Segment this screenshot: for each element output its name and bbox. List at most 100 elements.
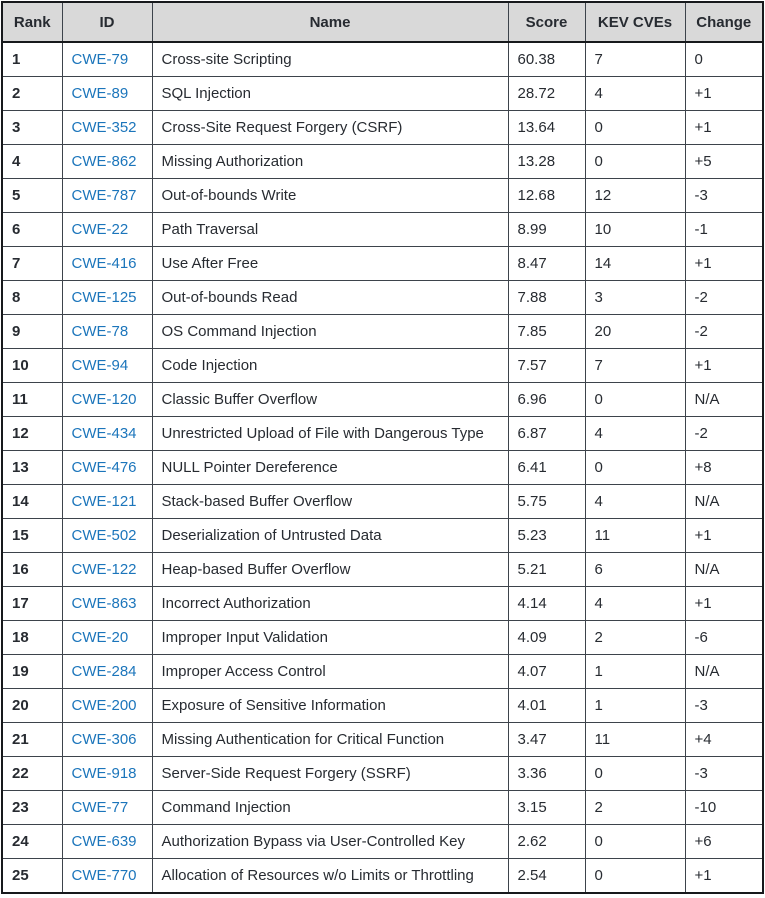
id-cell: CWE-502	[61, 518, 153, 553]
kev-cves-cell: 3	[584, 280, 686, 315]
cwe-id-link[interactable]: CWE-787	[71, 187, 137, 204]
change-cell: +5	[684, 144, 764, 179]
kev-cves-cell: 4	[584, 76, 686, 111]
cwe-id-link[interactable]: CWE-434	[71, 425, 137, 442]
id-cell: CWE-284	[61, 654, 153, 689]
table-row: 14 CWE-121 Stack-based Buffer Overflow 5…	[1, 484, 764, 519]
change-cell: N/A	[684, 484, 764, 519]
score-cell: 3.47	[507, 722, 586, 757]
score-cell: 13.28	[507, 144, 586, 179]
rank-cell: 15	[1, 518, 63, 553]
id-cell: CWE-120	[61, 382, 153, 417]
kev-cves-cell: 10	[584, 212, 686, 247]
kev-cves-cell: 0	[584, 382, 686, 417]
cwe-id-link[interactable]: CWE-476	[71, 459, 137, 476]
name-cell: Cross-Site Request Forgery (CSRF)	[151, 110, 509, 145]
change-cell: +6	[684, 824, 764, 859]
id-cell: CWE-89	[61, 76, 153, 111]
rank-cell: 14	[1, 484, 63, 519]
cwe-id-link[interactable]: CWE-77	[71, 799, 129, 816]
cwe-id-link[interactable]: CWE-502	[71, 527, 137, 544]
change-cell: +1	[684, 110, 764, 145]
name-cell: Improper Input Validation	[151, 620, 509, 655]
id-cell: CWE-125	[61, 280, 153, 315]
change-cell: -6	[684, 620, 764, 655]
name-cell: Use After Free	[151, 246, 509, 281]
change-cell: -2	[684, 280, 764, 315]
id-cell: CWE-20	[61, 620, 153, 655]
rank-cell: 8	[1, 280, 63, 315]
table-row: 13 CWE-476 NULL Pointer Dereference 6.41…	[1, 450, 764, 485]
name-cell: Cross-site Scripting	[151, 41, 509, 77]
id-cell: CWE-863	[61, 586, 153, 621]
cwe-id-link[interactable]: CWE-863	[71, 595, 137, 612]
name-cell: Command Injection	[151, 790, 509, 825]
table-row: 16 CWE-122 Heap-based Buffer Overflow 5.…	[1, 552, 764, 587]
score-cell: 2.54	[507, 858, 586, 894]
table-row: 21 CWE-306 Missing Authentication for Cr…	[1, 722, 764, 757]
id-cell: CWE-200	[61, 688, 153, 723]
id-cell: CWE-79	[61, 41, 153, 77]
kev-cves-cell: 12	[584, 178, 686, 213]
score-cell: 4.14	[507, 586, 586, 621]
kev-cves-cell: 0	[584, 858, 686, 894]
score-cell: 3.15	[507, 790, 586, 825]
id-cell: CWE-122	[61, 552, 153, 587]
kev-cves-cell: 1	[584, 688, 686, 723]
score-cell: 13.64	[507, 110, 586, 145]
name-cell: SQL Injection	[151, 76, 509, 111]
cwe-id-link[interactable]: CWE-352	[71, 119, 137, 136]
cwe-id-link[interactable]: CWE-122	[71, 561, 137, 578]
id-cell: CWE-770	[61, 858, 153, 894]
cwe-id-link[interactable]: CWE-200	[71, 697, 137, 714]
score-cell: 5.21	[507, 552, 586, 587]
cwe-id-link[interactable]: CWE-306	[71, 731, 137, 748]
cwe-id-link[interactable]: CWE-862	[71, 153, 137, 170]
column-header-score: Score	[507, 1, 586, 43]
cwe-id-link[interactable]: CWE-918	[71, 765, 137, 782]
rank-cell: 6	[1, 212, 63, 247]
name-cell: NULL Pointer Dereference	[151, 450, 509, 485]
rank-cell: 25	[1, 858, 63, 894]
score-cell: 5.75	[507, 484, 586, 519]
rank-cell: 22	[1, 756, 63, 791]
cwe-id-link[interactable]: CWE-639	[71, 833, 137, 850]
id-cell: CWE-918	[61, 756, 153, 791]
kev-cves-cell: 1	[584, 654, 686, 689]
cwe-id-link[interactable]: CWE-22	[71, 221, 129, 238]
cwe-id-link[interactable]: CWE-284	[71, 663, 137, 680]
rank-cell: 13	[1, 450, 63, 485]
rank-cell: 2	[1, 76, 63, 111]
column-header-change: Change	[684, 1, 764, 43]
rank-cell: 4	[1, 144, 63, 179]
name-cell: Allocation of Resources w/o Limits or Th…	[151, 858, 509, 894]
kev-cves-cell: 0	[584, 450, 686, 485]
kev-cves-cell: 2	[584, 790, 686, 825]
cwe-id-link[interactable]: CWE-89	[71, 85, 129, 102]
name-cell: Server-Side Request Forgery (SSRF)	[151, 756, 509, 791]
score-cell: 4.09	[507, 620, 586, 655]
table-row: 15 CWE-502 Deserialization of Untrusted …	[1, 518, 764, 553]
cwe-id-link[interactable]: CWE-125	[71, 289, 137, 306]
cwe-id-link[interactable]: CWE-20	[71, 629, 129, 646]
id-cell: CWE-416	[61, 246, 153, 281]
score-cell: 7.88	[507, 280, 586, 315]
cwe-id-link[interactable]: CWE-121	[71, 493, 137, 510]
name-cell: Exposure of Sensitive Information	[151, 688, 509, 723]
cwe-id-link[interactable]: CWE-94	[71, 357, 129, 374]
cwe-id-link[interactable]: CWE-78	[71, 323, 129, 340]
table-header: Rank ID Name Score KEV CVEs Change	[1, 1, 764, 43]
table-row: 2 CWE-89 SQL Injection 28.72 4 +1	[1, 76, 764, 111]
name-cell: Incorrect Authorization	[151, 586, 509, 621]
table-row: 22 CWE-918 Server-Side Request Forgery (…	[1, 756, 764, 791]
score-cell: 5.23	[507, 518, 586, 553]
cwe-id-link[interactable]: CWE-770	[71, 867, 137, 884]
change-cell: +1	[684, 858, 764, 894]
name-cell: Authorization Bypass via User-Controlled…	[151, 824, 509, 859]
kev-cves-cell: 2	[584, 620, 686, 655]
kev-cves-cell: 6	[584, 552, 686, 587]
cwe-id-link[interactable]: CWE-79	[71, 51, 129, 68]
cwe-id-link[interactable]: CWE-416	[71, 255, 137, 272]
cwe-id-link[interactable]: CWE-120	[71, 391, 137, 408]
